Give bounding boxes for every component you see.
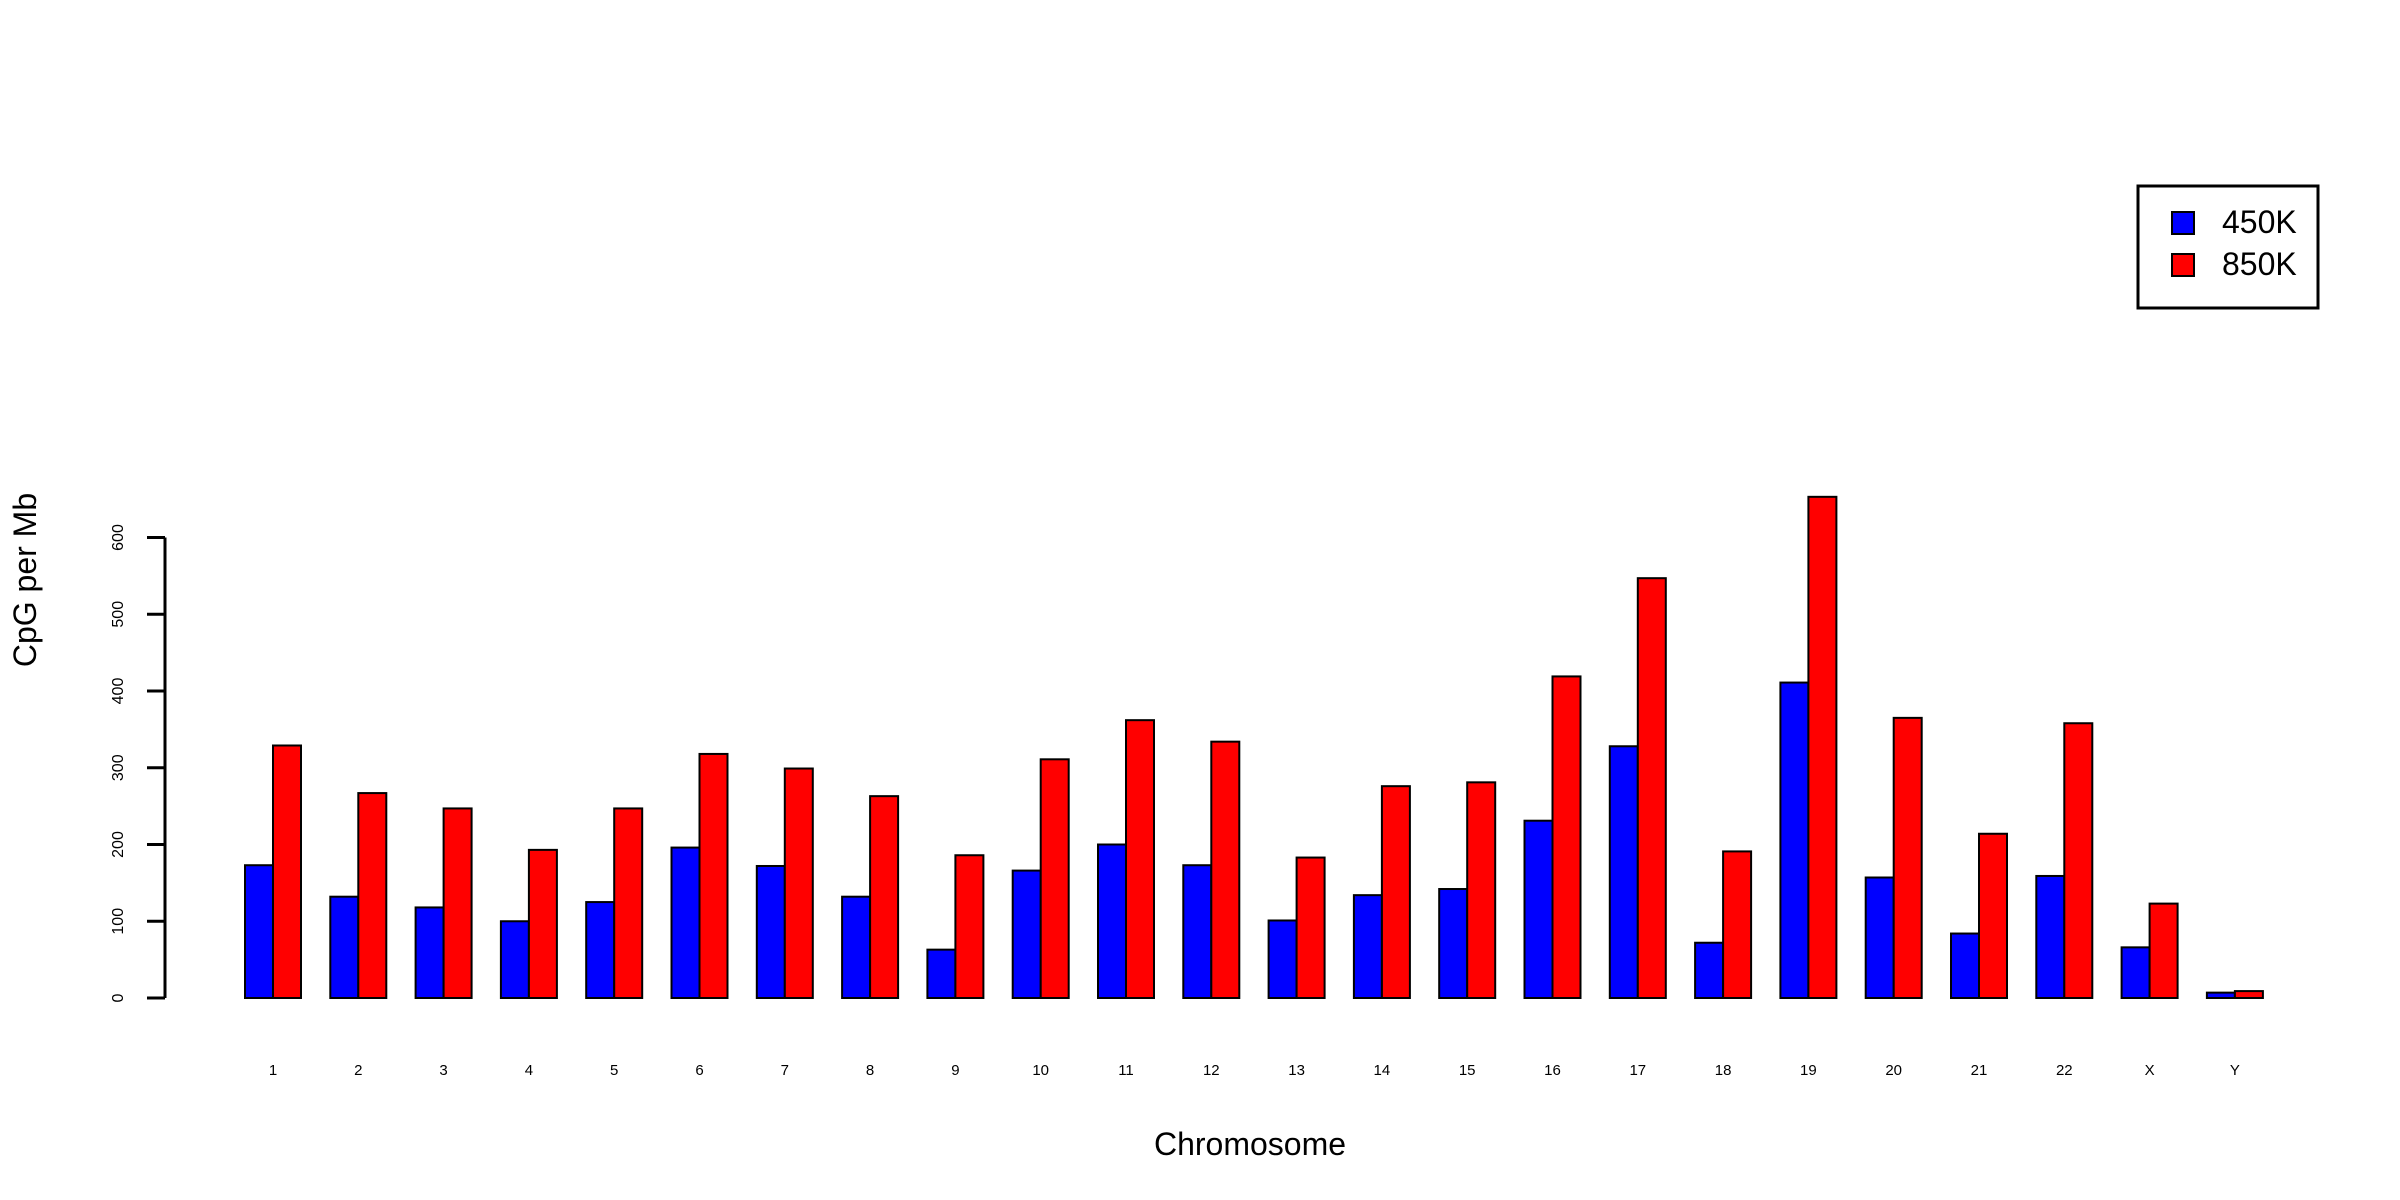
bar-450k-chr-3: [414, 906, 445, 999]
bar-450k-chr-6: [670, 846, 701, 999]
bar-450k-chr-2: [329, 895, 360, 999]
bar-850k-chr-15: [1466, 781, 1497, 1000]
y-tick-label: 200: [110, 831, 127, 858]
bar-850k-chr-12: [1210, 740, 1241, 1000]
y-axis: 0 100 200 300 400 500 600: [110, 524, 167, 1002]
x-tick-label: 12: [1203, 1062, 1220, 1079]
x-tick-labels: 1 2 3 4 5 6 7 8 9 10 11 12 13 14 15 16 17 18 19 20 21 22 X Y: [269, 1062, 2240, 1079]
x-tick-label: 22: [2056, 1062, 2073, 1079]
bar-450k-chr-13: [1267, 919, 1298, 999]
y-tick-label: 0: [110, 993, 127, 1002]
legend: 450K 850K: [2136, 184, 2320, 310]
x-tick-label: 10: [1032, 1062, 1049, 1079]
bar-850k-chr-6: [698, 752, 729, 999]
bar-850k-chr-18: [1722, 850, 1753, 999]
bar-850k-chr-20: [1892, 716, 1923, 999]
x-tick-label: 18: [1715, 1062, 1732, 1079]
bar-850k-chr-14: [1380, 785, 1411, 999]
x-tick-label: 1: [269, 1062, 277, 1079]
x-tick-label: 2: [354, 1062, 362, 1079]
x-tick-label: 8: [866, 1062, 874, 1079]
bar-850k-chr-2: [357, 792, 388, 1000]
legend-label-850k: 850K: [2222, 246, 2297, 282]
bar-850k-chr-3: [442, 807, 473, 999]
x-tick-label: 19: [1800, 1062, 1817, 1079]
bar-850k-chr-7: [783, 767, 814, 1000]
bar-450k-chr-12: [1182, 864, 1213, 999]
bars: [244, 495, 2264, 1000]
bar-450k-chr-16: [1523, 819, 1554, 1000]
x-tick-label: 14: [1374, 1062, 1391, 1079]
y-tick-label: 500: [110, 601, 127, 628]
x-tick-label: 6: [695, 1062, 703, 1079]
bar-450k-chr-17: [1608, 745, 1639, 1000]
bar-450k-chr-7: [755, 864, 786, 999]
bar-450k-chr-1: [244, 864, 274, 999]
bar-850k-chr-16: [1551, 675, 1582, 999]
y-tick-label: 600: [110, 524, 127, 551]
bar-450k-chr-14: [1352, 894, 1383, 1000]
bar-450k-chr-11: [1097, 843, 1127, 999]
x-tick-label: 21: [1971, 1062, 1988, 1079]
bar-850k-chr-9: [954, 854, 985, 999]
legend-box: [2136, 184, 2320, 310]
bar-850k-chr-13: [1295, 856, 1326, 999]
bar-450k-chr-19: [1779, 681, 1810, 999]
legend-swatch-850k: [2171, 253, 2195, 277]
bar-450k-chr-5: [585, 901, 616, 999]
bar-450k-chr-21: [1950, 932, 1980, 1000]
bar-850k-chr-8: [869, 795, 900, 1000]
y-axis-title: CpG per Mb: [7, 493, 43, 667]
bar-450k-chr-y: [2205, 991, 2236, 1000]
bar-450k-chr-22: [2035, 874, 2066, 1000]
bar-450k-chr-15: [1438, 888, 1469, 1000]
x-tick-label: Y: [2230, 1062, 2240, 1079]
bar-850k-chr-1: [272, 744, 302, 999]
legend-label-450k: 450K: [2222, 204, 2297, 240]
x-tick-label: 15: [1459, 1062, 1476, 1079]
x-axis-title: Chromosome: [1154, 1126, 1346, 1162]
x-tick-label: 11: [1118, 1062, 1134, 1079]
x-tick-label: 5: [610, 1062, 618, 1079]
x-tick-label: 9: [951, 1062, 959, 1079]
bar-850k-chr-y: [2233, 990, 2264, 1000]
x-tick-label: X: [2145, 1062, 2155, 1079]
y-tick-label: 100: [110, 908, 127, 935]
bar-850k-chr-19: [1807, 495, 1838, 999]
bar-450k-chr-10: [1011, 869, 1042, 999]
x-tick-label: 13: [1288, 1062, 1305, 1079]
bar-450k-chr-9: [926, 948, 957, 1000]
x-tick-label: 20: [1885, 1062, 1902, 1079]
bar-850k-chr-17: [1636, 577, 1667, 999]
bar-450k-chr-4: [499, 920, 530, 999]
x-tick-label: 4: [525, 1062, 533, 1079]
bar-450k-chr-8: [841, 895, 872, 999]
bar-850k-chr-22: [2063, 722, 2094, 999]
x-tick-label: 3: [439, 1062, 447, 1079]
bar-850k-chr-21: [1978, 832, 2008, 999]
bar-850k-chr-11: [1125, 719, 1155, 999]
bar-450k-chr-x: [2120, 946, 2151, 999]
bar-450k-chr-20: [1864, 876, 1895, 999]
bar-450k-chr-18: [1694, 941, 1725, 999]
x-tick-label: 16: [1544, 1062, 1561, 1079]
bar-850k-chr-5: [613, 807, 644, 999]
bar-850k-chr-x: [2148, 902, 2179, 999]
bar-850k-chr-10: [1039, 758, 1070, 999]
legend-swatch-450k: [2171, 211, 2195, 235]
y-tick-label: 400: [110, 678, 127, 705]
bar-850k-chr-4: [527, 848, 558, 999]
y-tick-label: 300: [110, 754, 127, 781]
x-tick-label: 7: [781, 1062, 789, 1079]
x-tick-label: 17: [1629, 1062, 1646, 1079]
